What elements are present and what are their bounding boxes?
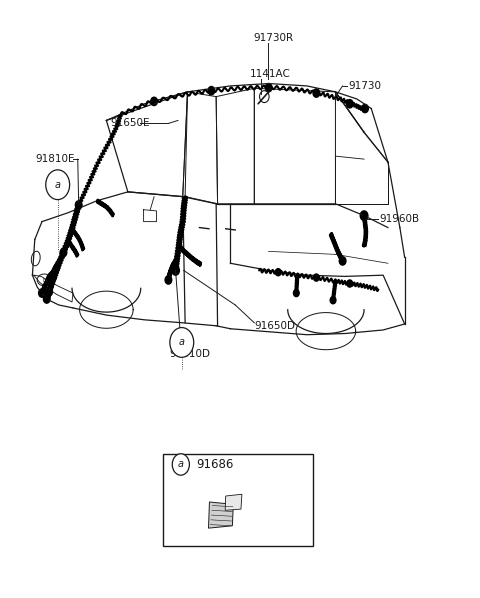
- Text: a: a: [178, 459, 184, 469]
- Circle shape: [360, 211, 368, 221]
- Text: 91650D: 91650D: [254, 321, 295, 331]
- Circle shape: [347, 100, 353, 108]
- Text: 91960B: 91960B: [380, 213, 420, 224]
- Text: 91810E: 91810E: [36, 154, 75, 164]
- Circle shape: [75, 201, 82, 209]
- Polygon shape: [208, 502, 233, 528]
- Circle shape: [208, 87, 215, 95]
- Circle shape: [313, 89, 320, 97]
- Text: 91650E: 91650E: [110, 118, 150, 129]
- Circle shape: [293, 289, 299, 297]
- Text: 1141AC: 1141AC: [250, 69, 290, 79]
- Circle shape: [172, 266, 180, 275]
- Circle shape: [276, 269, 281, 276]
- Text: a: a: [55, 180, 60, 190]
- Polygon shape: [225, 494, 242, 510]
- Text: H: H: [42, 278, 47, 283]
- Circle shape: [46, 170, 70, 200]
- Circle shape: [347, 280, 353, 287]
- Circle shape: [43, 295, 50, 303]
- Circle shape: [362, 105, 368, 112]
- Circle shape: [172, 454, 190, 475]
- Text: 91730: 91730: [348, 81, 381, 91]
- Circle shape: [165, 276, 172, 284]
- Circle shape: [60, 248, 67, 257]
- Circle shape: [330, 297, 336, 304]
- Circle shape: [170, 328, 194, 358]
- Text: a: a: [179, 337, 185, 347]
- Circle shape: [151, 97, 157, 106]
- Text: 91686: 91686: [196, 458, 233, 471]
- Circle shape: [339, 257, 346, 265]
- Text: 91730R: 91730R: [253, 33, 293, 43]
- Text: 91810D: 91810D: [169, 349, 210, 359]
- FancyBboxPatch shape: [163, 454, 313, 546]
- Circle shape: [38, 289, 45, 297]
- Circle shape: [46, 288, 52, 296]
- Circle shape: [265, 84, 272, 92]
- Circle shape: [313, 274, 319, 281]
